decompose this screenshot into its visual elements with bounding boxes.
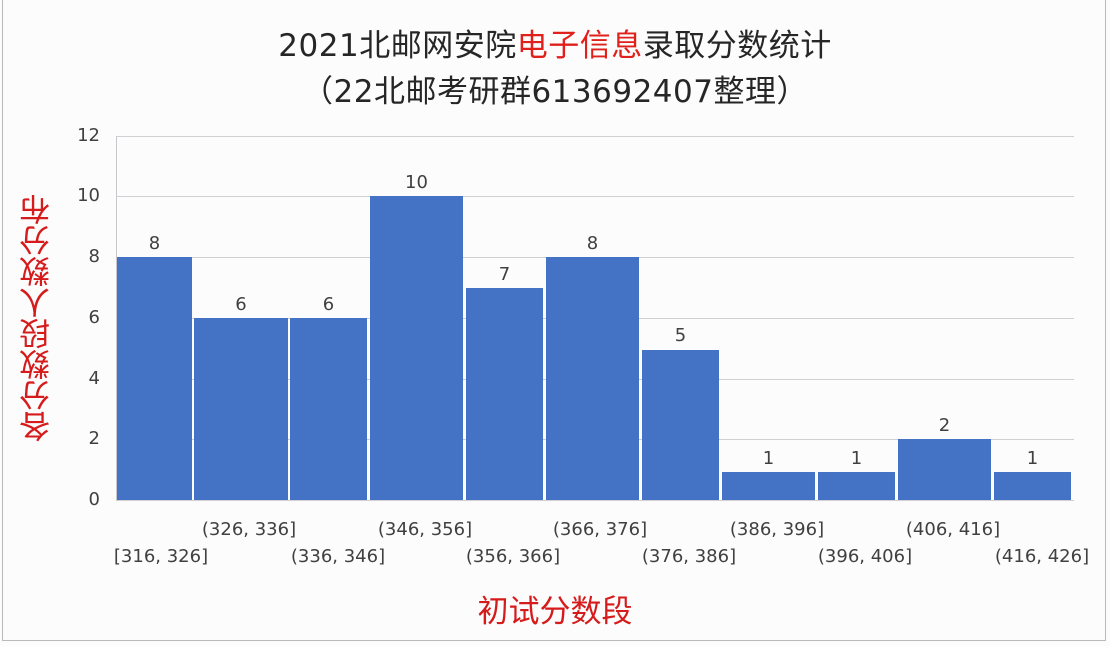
bar-value-label: 1: [850, 448, 863, 469]
gridline-12: [116, 136, 1074, 137]
xtick-label: (366, 376]: [552, 519, 648, 540]
bar-value-label: 5: [674, 325, 687, 346]
ytick-0: 0: [88, 489, 100, 510]
ytick-6: 6: [88, 307, 100, 328]
y-axis-title: 各分数段人数分布: [20, 194, 56, 442]
bar-356-366: [466, 288, 543, 500]
gridline-10: [116, 196, 1074, 197]
bar-value-label: 1: [762, 448, 775, 469]
xtick-label: (326, 336]: [201, 519, 297, 540]
xtick-label: (336, 346]: [290, 546, 386, 567]
chart-subtitle: （22北邮考研群613692407整理）: [302, 74, 808, 110]
bar-value-label: 8: [148, 233, 161, 254]
y-axis-line: [116, 136, 117, 501]
bar-value-label: 8: [586, 233, 599, 254]
bar-value-label: 7: [498, 264, 511, 285]
xtick-label: (386, 396]: [729, 519, 825, 540]
bar-336-346: [290, 318, 367, 500]
bar-326-336: [194, 318, 288, 500]
ytick-8: 8: [88, 246, 100, 267]
bar-346-356: [370, 196, 463, 500]
chart-title: 2021北邮网安院电子信息录取分数统计: [0, 20, 1110, 65]
xtick-label: (416, 426]: [994, 546, 1090, 567]
xtick-label: (346, 356]: [377, 519, 473, 540]
bar-376-386: [642, 350, 719, 500]
bar-386-396: [722, 472, 815, 500]
ytick-2: 2: [88, 428, 100, 449]
bar-value-label: 1: [1026, 448, 1039, 469]
bar-316-326: [117, 257, 192, 500]
title-prefix: 2021北邮网安院: [278, 28, 517, 64]
bar-416-426: [994, 472, 1071, 500]
title-suffix: 录取分数统计: [642, 28, 832, 64]
bar-value-label: 6: [235, 294, 247, 315]
bar-value-label: 10: [405, 172, 428, 193]
title-highlight: 电子信息: [516, 28, 643, 64]
xtick-label: [316, 326]: [113, 546, 209, 567]
x-axis-title: 初试分数段: [477, 594, 633, 630]
ytick-10: 10: [77, 185, 100, 206]
bar-406-416: [898, 439, 991, 500]
bar-value-label: 6: [322, 294, 335, 315]
bar-396-406: [818, 472, 895, 500]
ytick-12: 12: [77, 125, 100, 146]
bar-366-376: [546, 257, 639, 500]
xtick-label: (376, 386]: [641, 546, 737, 567]
xtick-label: (406, 416]: [905, 519, 1001, 540]
xtick-label: (356, 366]: [465, 546, 561, 567]
ytick-4: 4: [88, 368, 100, 389]
x-axis-line: [116, 500, 1074, 501]
bar-value-label: 2: [938, 415, 951, 436]
xtick-label: (396, 406]: [817, 546, 913, 567]
